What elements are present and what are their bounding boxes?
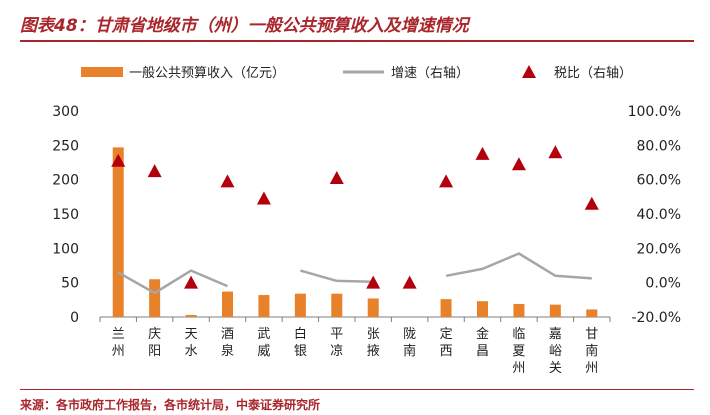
right-tick-label: 20.0% xyxy=(637,241,681,257)
category-label-char: 州 xyxy=(512,361,525,376)
category-label-char: 定 xyxy=(440,327,453,342)
bar xyxy=(440,299,452,317)
bar xyxy=(294,293,306,317)
category-label-char: 泉 xyxy=(221,343,234,359)
right-axis: -20.0% 0.0% 20.0% 40.0% 60.0% 80.0% 100.0% xyxy=(628,104,681,326)
right-tick-label: 80.0% xyxy=(637,138,681,154)
tax-ratio-marker xyxy=(184,275,199,289)
right-tick-label: 0.0% xyxy=(645,276,681,292)
bar xyxy=(149,279,161,317)
tax-ratio-marker xyxy=(111,153,126,167)
tax-ratio-marker xyxy=(439,174,454,188)
category-label-char: 天 xyxy=(185,327,198,342)
category-label-char: 西 xyxy=(440,344,453,359)
left-tick-label: 0 xyxy=(70,310,79,326)
right-tick-label: 40.0% xyxy=(637,207,681,223)
bar xyxy=(185,314,197,317)
growth-line xyxy=(300,269,374,284)
right-tick-label: 100.0% xyxy=(628,104,681,120)
source-note: 来源：各市政府工作报告，各市统计局，中泰证券研究所 xyxy=(20,398,321,412)
bar xyxy=(258,295,270,317)
category-label-char: 昌 xyxy=(476,344,489,359)
category-label-char: 阳 xyxy=(148,344,161,359)
chart: 一般公共预算收入（亿元） 增速（右轴） 税比（右轴） 0 50 100 150 200 250… xyxy=(52,65,681,376)
legend-bar-swatch xyxy=(81,67,123,77)
left-tick-label: 300 xyxy=(52,104,79,120)
left-tick-label: 100 xyxy=(52,241,79,257)
category-label-char: 银 xyxy=(294,344,307,359)
bar xyxy=(367,298,379,317)
tax-ratio-marker xyxy=(329,170,344,184)
tax-ratio-marker xyxy=(402,275,417,289)
left-tick-label: 150 xyxy=(52,207,79,223)
category-label-char: 峪 xyxy=(549,344,562,359)
tax-ratio-marker xyxy=(584,196,599,210)
category-label-char: 嘉 xyxy=(549,327,562,342)
bar xyxy=(513,303,525,317)
growth-line xyxy=(445,252,592,280)
category-label-char: 南 xyxy=(403,343,416,359)
category-label-char: 平 xyxy=(330,327,343,342)
line-series xyxy=(117,252,592,295)
category-label-char: 掖 xyxy=(367,344,380,359)
marker-series xyxy=(111,145,599,289)
legend-marker-swatch xyxy=(522,65,536,78)
tax-ratio-marker xyxy=(220,174,235,188)
category-label-char: 陇 xyxy=(403,327,416,342)
tax-ratio-marker xyxy=(475,146,490,160)
legend-line-label: 增速（右轴） xyxy=(391,66,469,81)
right-tick-label: 60.0% xyxy=(637,173,681,189)
category-label-char: 南 xyxy=(585,343,598,359)
tax-ratio-marker xyxy=(147,164,162,178)
category-label-char: 关 xyxy=(549,361,562,376)
category-label-char: 庆 xyxy=(148,327,161,342)
category-label-char: 凉 xyxy=(330,344,343,359)
category-label-char: 夏 xyxy=(512,344,525,359)
category-label-char: 张 xyxy=(367,327,380,342)
category-label-char: 临 xyxy=(512,327,525,342)
tax-ratio-marker xyxy=(256,191,271,205)
bar xyxy=(477,301,488,317)
category-label-char: 威 xyxy=(257,344,270,359)
legend-marker-label: 税比（右轴） xyxy=(554,66,632,81)
category-label-char: 酒 xyxy=(221,327,234,342)
category-label-char: 水 xyxy=(185,344,198,359)
category-label-char: 州 xyxy=(112,344,125,359)
growth-line xyxy=(117,269,228,295)
left-tick-label: 50 xyxy=(61,276,79,292)
left-tick-label: 250 xyxy=(52,138,79,154)
right-tick-label: -20.0% xyxy=(631,310,681,326)
category-label-char: 甘 xyxy=(585,327,598,342)
category-label-char: 州 xyxy=(585,361,598,376)
bar xyxy=(331,293,343,317)
legend: 一般公共预算收入（亿元） 增速（右轴） 税比（右轴） xyxy=(81,65,632,81)
legend-bar-label: 一般公共预算收入（亿元） xyxy=(129,65,285,81)
category-label-char: 兰 xyxy=(112,327,125,342)
bottom-rule xyxy=(20,389,694,390)
tax-ratio-marker xyxy=(548,145,563,159)
figure-title: 图表48：甘肃省地级市（州）一般公共预算收入及增速情况 xyxy=(20,16,469,36)
category-label-char: 白 xyxy=(294,326,307,342)
bar xyxy=(112,147,124,317)
title-rule xyxy=(20,40,694,42)
bar-series xyxy=(112,147,598,317)
tax-ratio-marker xyxy=(511,157,526,171)
left-tick-label: 200 xyxy=(52,173,79,189)
category-label-char: 金 xyxy=(476,326,489,342)
bar xyxy=(549,304,561,317)
category-label-char: 武 xyxy=(257,327,270,342)
left-axis: 0 50 100 150 200 250 300 xyxy=(52,104,79,326)
bar xyxy=(586,309,598,317)
tax-ratio-marker xyxy=(366,275,381,289)
bar xyxy=(222,291,233,317)
